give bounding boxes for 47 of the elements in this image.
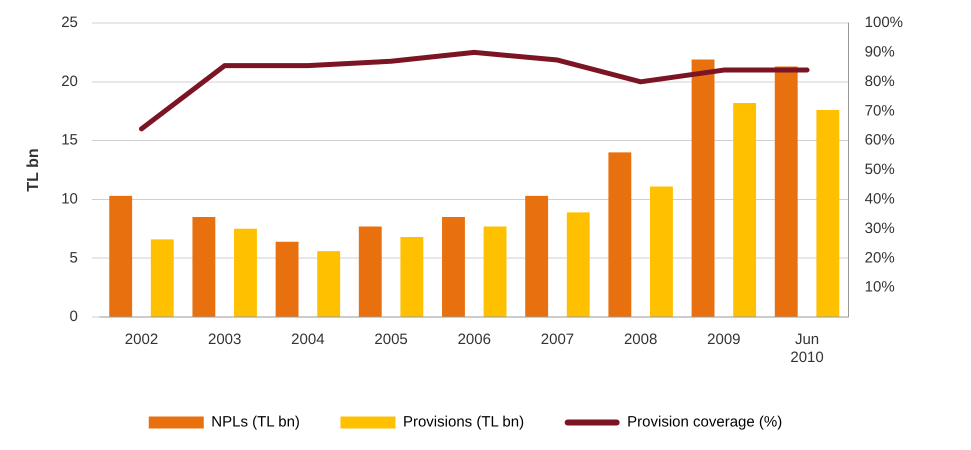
x-tick-label: Jun 2010: [790, 331, 824, 366]
bar: [442, 217, 465, 316]
bar: [608, 152, 632, 316]
bar: [774, 66, 798, 316]
bar: [650, 186, 673, 316]
bar: [566, 212, 590, 316]
bar: [692, 59, 714, 316]
bar: [109, 196, 132, 316]
y2-tick-label: 40%: [864, 190, 895, 208]
bar: [816, 110, 840, 316]
y2-tick-label: 100%: [864, 14, 904, 32]
y2-tick-label: 10%: [864, 278, 895, 296]
x-tick-label: 2007: [540, 331, 574, 348]
y-tick-label: 10: [61, 190, 78, 208]
y-tick-label: 15: [61, 132, 78, 149]
y2-tick-label: 70%: [864, 102, 895, 120]
y-tick-label: 5: [70, 249, 78, 266]
legend-label: Provision coverage (%): [627, 414, 782, 431]
y-tick-label: 0: [70, 308, 78, 326]
bar: [317, 251, 340, 316]
y-axis-title: TL bn: [25, 148, 42, 192]
bar: [150, 239, 174, 316]
x-tick-label: 2005: [374, 331, 408, 348]
x-tick-label: 2008: [624, 331, 658, 348]
bar: [234, 228, 257, 316]
x-tick-label: 2006: [458, 331, 491, 348]
y2-tick-label: 60%: [864, 132, 895, 149]
bar: [484, 226, 506, 316]
y-tick-label: 20: [61, 72, 78, 90]
bar: [192, 217, 216, 316]
y2-tick-label: 20%: [864, 249, 895, 266]
bar: [733, 102, 756, 316]
legend-label: Provisions (TL bn): [402, 414, 524, 431]
y2-tick-label: 50%: [864, 161, 895, 178]
legend-label: NPLs (TL bn): [211, 414, 300, 431]
y2-tick-label: 30%: [864, 220, 895, 237]
x-tick-label: 2002: [124, 331, 158, 348]
x-tick-label: 2003: [208, 331, 242, 348]
y2-tick-label: 80%: [864, 72, 895, 90]
y-tick-label: 25: [61, 14, 78, 32]
bar: [400, 237, 424, 316]
y2-tick-label: 90%: [864, 44, 895, 61]
x-tick-label: 2004: [291, 331, 325, 348]
x-tick-label: 2009: [707, 331, 741, 348]
bar: [276, 242, 299, 316]
bar: [358, 226, 382, 316]
bar: [525, 196, 548, 316]
